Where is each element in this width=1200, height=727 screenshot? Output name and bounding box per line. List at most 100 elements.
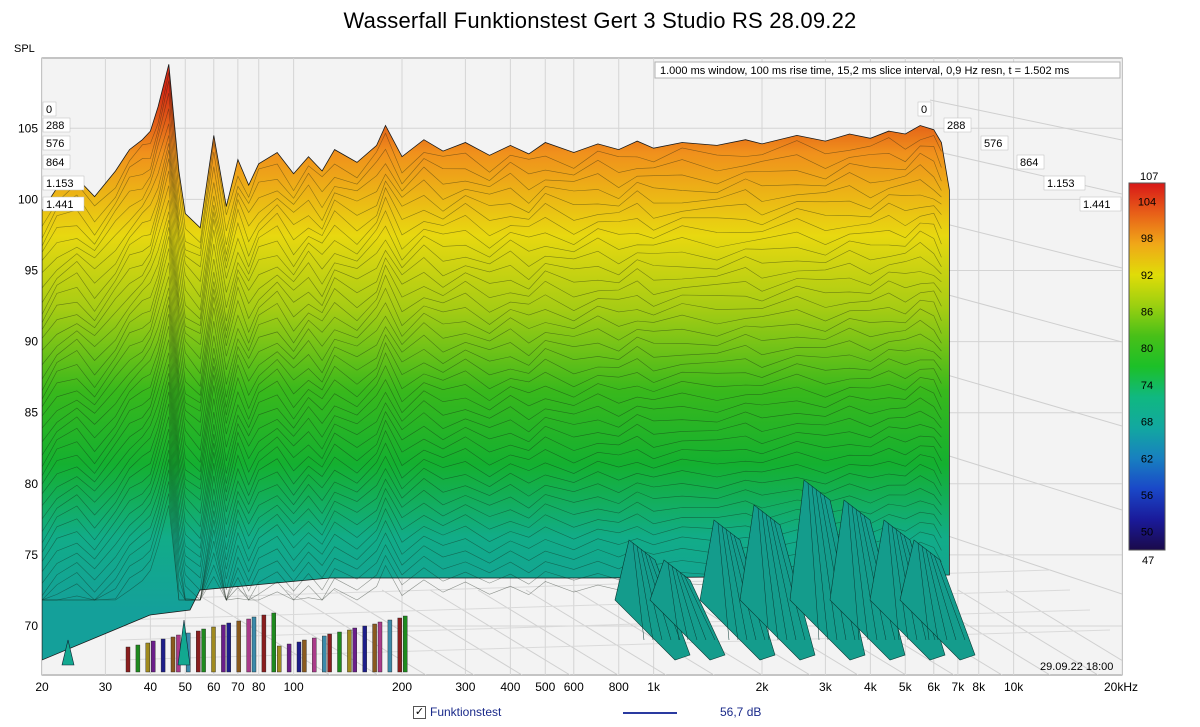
time-label-left: 1.441	[46, 199, 74, 211]
time-axis-labels: 0 288 576 864 1.153 1.441 0 288 576 864 1.153 1.441	[42, 101, 1122, 212]
floor-spike	[125, 646, 131, 673]
time-label-right: 0	[921, 104, 927, 116]
floor-spike	[347, 629, 352, 673]
x-tick-label: 8k	[972, 680, 986, 694]
x-tick-label: 7k	[952, 680, 966, 694]
floor-spike	[377, 621, 383, 673]
floor-spike	[296, 641, 302, 673]
floor-spike	[362, 625, 367, 673]
floor-spike	[145, 642, 151, 673]
depth-grid-line	[929, 369, 1122, 427]
depth-grid-line	[929, 149, 1122, 195]
decay-contour	[42, 276, 942, 437]
decay-ridge-line	[640, 548, 663, 641]
decay-ridge-line	[921, 545, 939, 641]
decay-ridge-line	[815, 488, 838, 641]
legend-series-name: Funktionstest	[430, 705, 502, 719]
decay-ridge-line	[632, 542, 645, 641]
x-tick-label: 80	[252, 680, 266, 694]
decay-contour	[42, 416, 942, 579]
colorbar-tick-label: 50	[1141, 527, 1153, 539]
decay-ridge-line	[636, 545, 654, 641]
colorbar-min-label: 47	[1142, 555, 1154, 567]
surface-area	[42, 64, 950, 661]
time-label-box	[42, 135, 71, 151]
decay-contour	[42, 219, 942, 387]
info-box	[654, 61, 1121, 79]
decay-contour	[42, 200, 942, 360]
x-tick-label: 20kHz	[1104, 680, 1138, 694]
decay-ridges	[614, 479, 976, 661]
decay-contour	[42, 135, 942, 298]
depth-grid-line	[929, 449, 1122, 511]
decay-contour	[42, 170, 942, 334]
time-label-right: 288	[947, 120, 965, 132]
y-tick-label: 105	[18, 121, 38, 135]
time-label-box	[42, 196, 85, 212]
x-tick-label: 5k	[899, 680, 913, 694]
decay-ridge-line	[807, 482, 820, 641]
decay-ridge-line	[917, 542, 930, 641]
x-tick-label: 1k	[647, 680, 661, 694]
time-label-right: 576	[984, 138, 1002, 150]
floor-spike	[337, 631, 342, 673]
floor-line	[1005, 589, 1122, 662]
floor-spike	[327, 633, 332, 673]
floor-line	[477, 589, 619, 675]
colorbar-tick-label: 86	[1141, 306, 1153, 318]
floor-spike	[322, 635, 327, 673]
decay-ridge-line	[717, 522, 730, 641]
floor-spike	[177, 619, 191, 666]
decay-ridge-line	[847, 502, 860, 641]
floor-spike	[170, 636, 176, 673]
floor-spike	[61, 639, 75, 666]
decay-contour	[42, 287, 942, 451]
decay-ridge-line	[811, 485, 829, 641]
floor-spike	[302, 639, 307, 673]
floor-spike	[135, 644, 141, 673]
colorbar-tick-label: 74	[1141, 380, 1153, 392]
time-label-box	[1016, 154, 1045, 170]
time-label-box	[42, 117, 71, 133]
colorbar	[1128, 182, 1166, 551]
decay-ridge-line	[891, 525, 909, 641]
time-label-left: 864	[46, 157, 64, 169]
decay-contour	[42, 143, 942, 311]
time-label-box	[1043, 175, 1086, 191]
decay-ridge-line	[773, 519, 806, 641]
floor-spike	[211, 626, 216, 673]
floor-line	[429, 589, 571, 675]
decay-contour	[42, 262, 942, 423]
time-label-box	[42, 101, 57, 117]
y-tick-label: 100	[18, 192, 38, 206]
floor-spike	[312, 637, 317, 673]
decay-contour	[42, 363, 942, 528]
series-visibility-checkbox[interactable]: ✓	[413, 706, 426, 719]
x-tick-label: 50	[179, 680, 193, 694]
floor-spike	[221, 624, 226, 673]
floor-spike	[352, 627, 357, 673]
y-tick-label: 75	[25, 548, 39, 562]
legend: ✓ Funktionstest 56,7 dB	[0, 703, 1200, 723]
x-tick-label: 400	[500, 680, 520, 694]
floor-spike	[372, 623, 377, 673]
date-stamp: 29.09.22 18:00	[1040, 661, 1113, 673]
x-tick-label: 70	[231, 680, 245, 694]
time-label-left: 576	[46, 138, 64, 150]
x-tick-label: 2k	[756, 680, 770, 694]
decay-contour	[42, 158, 942, 327]
decay-contour	[42, 185, 942, 346]
x-tick-label: 4k	[864, 680, 878, 694]
decay-ridge-line	[929, 551, 957, 641]
floor-spike	[387, 619, 393, 673]
colorbar-tick-label: 98	[1141, 233, 1153, 245]
info-text: 1.000 ms window, 100 ms rise time, 15,2 …	[660, 65, 1070, 77]
decay-ridge-line	[757, 507, 770, 641]
legend-series-swatch	[623, 712, 677, 714]
time-label-box	[42, 175, 85, 191]
decay-ridge-line	[683, 574, 716, 641]
decay-contour	[42, 248, 942, 412]
floor-spike	[397, 617, 402, 673]
depth-grid-line	[929, 289, 1122, 343]
y-tick-label: 95	[25, 264, 39, 278]
